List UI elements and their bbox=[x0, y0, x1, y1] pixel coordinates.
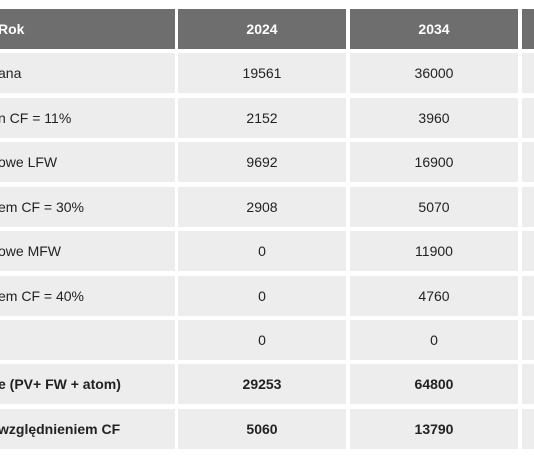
row-label: owe LFW bbox=[0, 142, 175, 182]
row-label-text: n CF = 11% bbox=[0, 110, 72, 126]
row-extra-cell bbox=[522, 320, 534, 360]
row-value-2034: 64800 bbox=[350, 364, 518, 404]
row-value-2034: 3960 bbox=[350, 98, 518, 138]
table-row: em CF = 40% 0 4760 bbox=[0, 276, 534, 316]
row-value-2034: 11900 bbox=[350, 231, 518, 271]
row-value-2034: 0 bbox=[350, 320, 518, 360]
row-value-2034: 16900 bbox=[350, 142, 518, 182]
row-label-text: owe LFW bbox=[0, 154, 58, 170]
header-label-text: Rok bbox=[0, 21, 25, 37]
row-label-text: em CF = 40% bbox=[0, 288, 84, 304]
table-row: 0 0 bbox=[0, 320, 534, 360]
table-row-total-cf: względnieniem CF 5060 13790 bbox=[0, 409, 534, 449]
row-value-2034: 36000 bbox=[350, 53, 518, 93]
row-label: n CF = 11% bbox=[0, 98, 175, 138]
row-extra-cell bbox=[522, 364, 534, 404]
row-value-2024: 0 bbox=[178, 320, 346, 360]
row-value-2034: 5070 bbox=[350, 187, 518, 227]
row-value-2034: 13790 bbox=[350, 409, 518, 449]
row-label: ana bbox=[0, 53, 175, 93]
row-value-2024: 29253 bbox=[178, 364, 346, 404]
row-value-2034: 4760 bbox=[350, 276, 518, 316]
table-row: ana 19561 36000 bbox=[0, 53, 534, 93]
row-label-text: ana bbox=[0, 65, 22, 81]
row-label-text: e (PV+ FW + atom) bbox=[0, 376, 121, 392]
row-value-2024: 0 bbox=[178, 231, 346, 271]
row-label-text: em CF = 30% bbox=[0, 199, 84, 215]
row-value-2024: 5060 bbox=[178, 409, 346, 449]
row-value-2024: 2152 bbox=[178, 98, 346, 138]
row-extra-cell bbox=[522, 98, 534, 138]
table-row: em CF = 30% 2908 5070 bbox=[0, 187, 534, 227]
row-value-2024: 0 bbox=[178, 276, 346, 316]
table-header-row: Rok 2024 2034 bbox=[0, 9, 534, 49]
row-extra-cell bbox=[522, 187, 534, 227]
header-cell-year-label: Rok bbox=[0, 9, 175, 49]
row-extra-cell bbox=[522, 142, 534, 182]
table-row: n CF = 11% 2152 3960 bbox=[0, 98, 534, 138]
row-label bbox=[0, 320, 175, 360]
row-label: owe MFW bbox=[0, 231, 175, 271]
row-value-2024: 9692 bbox=[178, 142, 346, 182]
row-label: względnieniem CF bbox=[0, 409, 175, 449]
row-label: em CF = 40% bbox=[0, 276, 175, 316]
row-label-text: względnieniem CF bbox=[0, 421, 121, 437]
header-cell-2034: 2034 bbox=[350, 9, 518, 49]
row-extra-cell bbox=[522, 231, 534, 271]
row-label: em CF = 30% bbox=[0, 187, 175, 227]
header-cell-extra bbox=[522, 9, 534, 49]
header-cell-2024: 2024 bbox=[178, 9, 346, 49]
table-row: owe MFW 0 11900 bbox=[0, 231, 534, 271]
row-label: e (PV+ FW + atom) bbox=[0, 364, 175, 404]
row-value-2024: 19561 bbox=[178, 53, 346, 93]
row-extra-cell bbox=[522, 276, 534, 316]
row-value-2024: 2908 bbox=[178, 187, 346, 227]
row-extra-cell bbox=[522, 53, 534, 93]
table-row: owe LFW 9692 16900 bbox=[0, 142, 534, 182]
table-row-total: e (PV+ FW + atom) 29253 64800 bbox=[0, 364, 534, 404]
row-extra-cell bbox=[522, 409, 534, 449]
row-label-text: owe MFW bbox=[0, 243, 61, 259]
